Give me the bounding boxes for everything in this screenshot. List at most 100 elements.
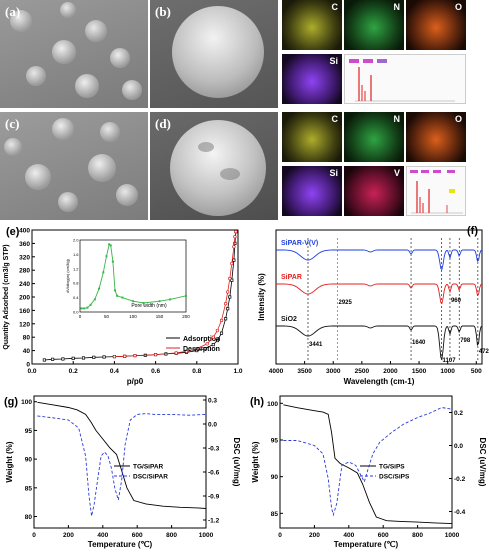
chart-g-plot-frame [33, 395, 207, 529]
chart-e-point-desorption [133, 353, 137, 358]
chart-g-legend-label-1: DSC/SiPAR [133, 474, 168, 481]
chart-f-xtick-label: 3000 [326, 368, 341, 375]
eds-label-c-row1: C [331, 2, 339, 12]
chart-e-ytick-label: 240 [19, 281, 30, 288]
sem-image-a: (a) [0, 0, 148, 108]
chart-f-svg: (f) 4000 3500 3000 2500 2000 1500 1000 500 Wavele… [257, 225, 489, 386]
chart-e-inset-ytick-label: 0.0 [73, 310, 79, 315]
chart-f-annotation: 472 [479, 349, 489, 355]
eds-spectrum-row1 [344, 54, 466, 104]
chart-f-xlabel: Wavelength (cm-1) [344, 377, 415, 386]
chart-e-series-line-1 [114, 231, 237, 357]
chart-h-ylabel-left: Weight (%) [251, 441, 260, 483]
chart-e-point-adsorption [71, 356, 75, 360]
chart-f-xtick-label: 4000 [269, 368, 284, 375]
chart-e-ytick-label: 40 [23, 348, 31, 355]
chart-e-point-adsorption [232, 258, 236, 262]
chart-g-ytick-left-label: 80 [25, 514, 33, 521]
chart-e-point-desorption [205, 342, 209, 346]
chart-h-legend-label-1: DSC/SiPS [379, 474, 410, 481]
chart-e-inset-frame [79, 239, 187, 313]
chart-f-xtick-label: 2000 [383, 368, 398, 375]
chart-e-point-adsorption [226, 307, 230, 311]
eds-label-o-row2: O [454, 114, 462, 124]
chart-e-legend-label-1: Desorption [183, 346, 220, 353]
chart-e-inset-point [93, 298, 96, 301]
chart-e-inset-point [89, 303, 92, 306]
eds-map-o-row2: O [406, 112, 466, 162]
chart-g-xtick-label: 1000 [199, 532, 214, 539]
sem-image-b: (b) [150, 0, 278, 108]
eds-label-n-row2: N [393, 114, 401, 124]
chart-g-ylabel-left: Weight (%) [5, 441, 14, 483]
eds-map-c-row1: C [282, 0, 342, 50]
chart-f-annotation: 798 [460, 338, 471, 344]
chart-e-inset-point [80, 307, 83, 310]
chart-g-ytick-right-label: -0.9 [208, 494, 220, 501]
chart-h-svg: (h) 0 200 400 600 800 1000 85 90 95 100 -0.4 -0.2 0.0… [250, 395, 487, 549]
chart-e-xtick-label: 1.0 [233, 368, 242, 375]
chart-e-inset-point [108, 243, 111, 246]
chart-h: (h) 0 200 400 600 800 1000 85 90 95 100 -0.4 -0.2 0.0… [246, 390, 489, 550]
chart-f-xtick-label: 3500 [297, 368, 312, 375]
eds-label-si-row1: Si [329, 56, 338, 66]
chart-e-inset-point [102, 271, 105, 274]
chart-e-point-adsorption [81, 356, 86, 360]
chart-e-ytick-label: 0 [26, 362, 30, 369]
chart-g-ytick-left-label: 85 [25, 485, 33, 492]
chart-f-xtick-label: 2500 [355, 368, 370, 375]
chart-e-point-desorption [226, 290, 230, 294]
chart-g-ytick-right-label: -0.3 [208, 446, 220, 453]
chart-g-ytick-left-label: 95 [25, 428, 33, 435]
chart-g-ytick-right-label: -1.2 [208, 518, 220, 525]
chart-g-series-line-0 [37, 401, 207, 509]
chart-h-ytick-left-label: 85 [271, 511, 279, 518]
chart-e-inset-xtick-label: 50 [104, 314, 110, 319]
chart-h-series-line-0 [283, 404, 453, 525]
chart-e-point-adsorption [61, 357, 65, 361]
panel-label-c: (c) [5, 116, 20, 131]
chart-e-point-desorption [230, 261, 234, 266]
panel-label-g: (g) [4, 396, 18, 408]
chart-h-ytick-right-label: -0.2 [454, 476, 466, 483]
chart-e-point-adsorption [203, 347, 207, 351]
panel-label-h: (h) [250, 396, 264, 408]
chart-e-point-desorption [195, 346, 199, 351]
chart-g-xlabel: Temperature (℃) [88, 540, 153, 549]
chart-h-xlabel: Temperature (℃) [334, 540, 399, 549]
chart-e-point-desorption [123, 354, 127, 358]
panel-label-f: (f) [467, 225, 478, 237]
chart-e-xtick-label: 0.6 [151, 368, 160, 375]
chart-e-inset-ytick-label: 1.6 [73, 252, 79, 257]
chart-f: (f) 4000 3500 3000 2500 2000 1500 1000 500 Wavele… [246, 222, 489, 390]
chart-f-annotation: 1107 [443, 358, 457, 364]
chart-f-plot-frame [275, 229, 483, 365]
chart-g-series-line-1 [37, 413, 207, 517]
eds-label-o-row1: O [454, 2, 462, 12]
chart-e-inset-ytick-label: 2.0 [73, 238, 79, 243]
chart-e-point-adsorption [215, 338, 219, 343]
chart-e-point-desorption [112, 354, 117, 359]
eds-map-n-row2: N [344, 112, 404, 162]
chart-f-series-line-2 [276, 325, 483, 361]
chart-h-xtick-label: 200 [309, 532, 320, 539]
chart-h-ytick-left-label: 90 [271, 474, 279, 481]
chart-e-point-adsorption [219, 331, 224, 335]
chart-g-xtick-label: 800 [166, 532, 177, 539]
chart-f-xtick-label: 1000 [440, 368, 455, 375]
sem-image-d: (d) [150, 112, 278, 220]
chart-e-inset-ylabel: dV/dlog(w) (cm3/g) [65, 258, 70, 292]
chart-e-ytick-label: 200 [19, 295, 30, 302]
chart-e-point-desorption [184, 349, 189, 353]
chart-e-inset-xtick-label: 200 [182, 314, 190, 319]
eds-label-v-row2: V [393, 168, 400, 178]
chart-h-xtick-label: 1000 [445, 532, 460, 539]
chart-g-ytick-left-label: 100 [21, 399, 32, 406]
chart-h-xtick-label: 400 [343, 532, 354, 539]
chart-f-series-line-1 [276, 283, 483, 305]
chart-e-inset-point [105, 255, 108, 258]
chart-e-point-desorption [153, 352, 158, 357]
chart-g-ytick-right-label: -0.6 [208, 470, 220, 477]
chart-e-point-desorption [233, 235, 237, 239]
eds-map-v-row2: V [344, 166, 404, 216]
